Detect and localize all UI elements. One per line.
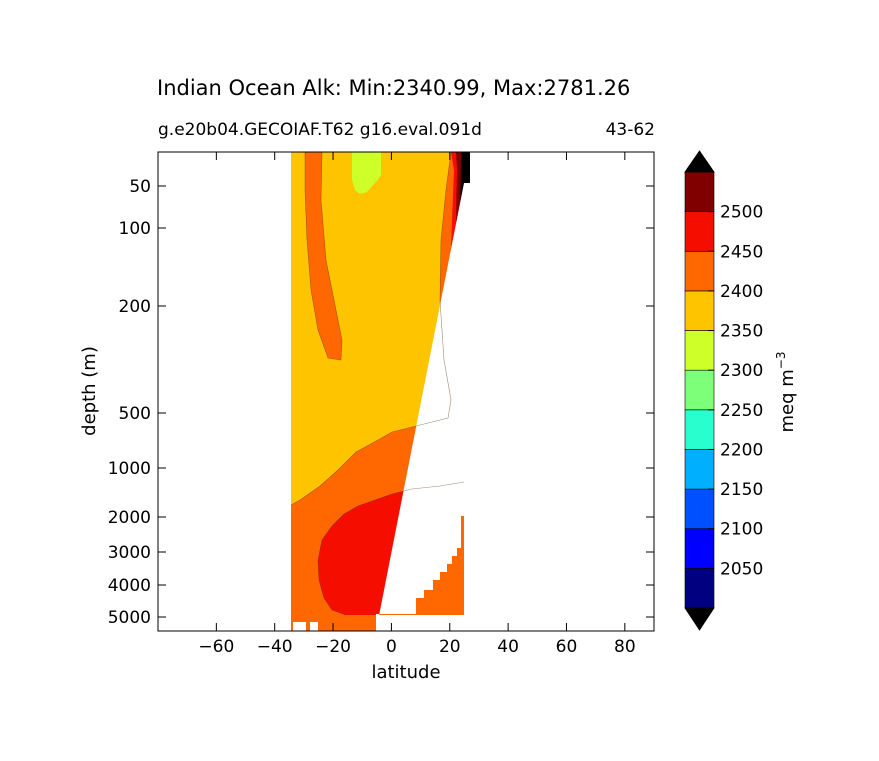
colorbar-tick-label: 2300 [720,361,763,381]
y-tick-label: 5000 [108,608,151,628]
x-axis: −60 −40 −20 0 20 40 60 80 [198,152,636,657]
contour-lines [290,152,465,616]
topography-gap [310,622,318,631]
colorbar-tick-label: 2350 [720,322,763,342]
colorbar-tick-label: 2250 [720,401,763,421]
topography-mask-top [470,152,654,183]
colorbar-tick-label: 2200 [720,440,763,460]
colorbar-segment [684,528,715,569]
x-tick-label: 60 [556,637,578,657]
colorbar-label: meq m−3 [774,352,798,433]
y-axis-label: depth (m) [79,346,100,436]
colorbar-extend-under [684,607,715,631]
colorbar-segment [684,250,715,292]
x-tick-label: −20 [315,637,351,657]
x-tick-label: 0 [386,637,397,657]
colorbar-segment [684,449,715,490]
chart-title: Indian Ocean Alk: Min:2340.99, Max:2781.… [157,76,631,100]
contour-region-2300-2350 [352,152,381,194]
plot-frame [157,151,655,632]
x-tick-label: 40 [497,637,519,657]
topography-gap [376,615,466,631]
colorbar-segment [684,211,715,252]
colorbar-segment [684,330,715,371]
colorbar-segment [684,171,715,212]
contour-region-2350-2400 [291,152,451,505]
y-tick-label: 500 [119,404,151,424]
y-axis: 50 100 200 500 1000 2000 3000 4000 5000 [108,177,654,628]
colorbar-segment [684,290,715,331]
x-tick-label: 20 [439,637,461,657]
y-tick-label: 1000 [108,459,151,479]
topography-mask [376,183,654,631]
y-tick-label: 200 [119,297,151,317]
y-tick-label: 50 [129,177,151,197]
plot-area [290,152,654,631]
topography-gap [293,622,306,631]
y-tick-label: 4000 [108,576,151,596]
x-tick-label: 80 [614,637,636,657]
colorbar-extend-over [684,150,715,173]
colorbar: 2050 2100 2150 2200 2250 2300 2350 2400 2450 2500 [684,150,763,631]
y-tick-label: 100 [119,219,151,239]
contour-region-2350-2400-core [385,152,423,416]
colorbar-tick-label: 2450 [720,242,763,262]
colorbar-segment [684,568,715,609]
y-tick-label: 2000 [108,508,151,528]
x-tick-label: −60 [198,637,234,657]
colorbar-tick-label: 2500 [720,203,763,223]
x-axis-label: latitude [371,662,440,683]
colorbar-segment [684,369,715,411]
x-tick-label: −40 [257,637,293,657]
colorbar-tick-label: 2100 [720,520,763,540]
colorbar-tick-label: 2050 [720,559,763,579]
colorbar-tick-label: 2400 [720,282,763,302]
colorbar-segment [684,409,715,450]
chart-subtitle-left: g.e20b04.GECOIAF.T62 g16.eval.091d [158,120,482,140]
colorbar-tick-label: 2150 [720,480,763,500]
y-tick-label: 3000 [108,543,151,563]
colorbar-segment [684,488,715,530]
chart-subtitle-right: 43-62 [605,120,655,140]
